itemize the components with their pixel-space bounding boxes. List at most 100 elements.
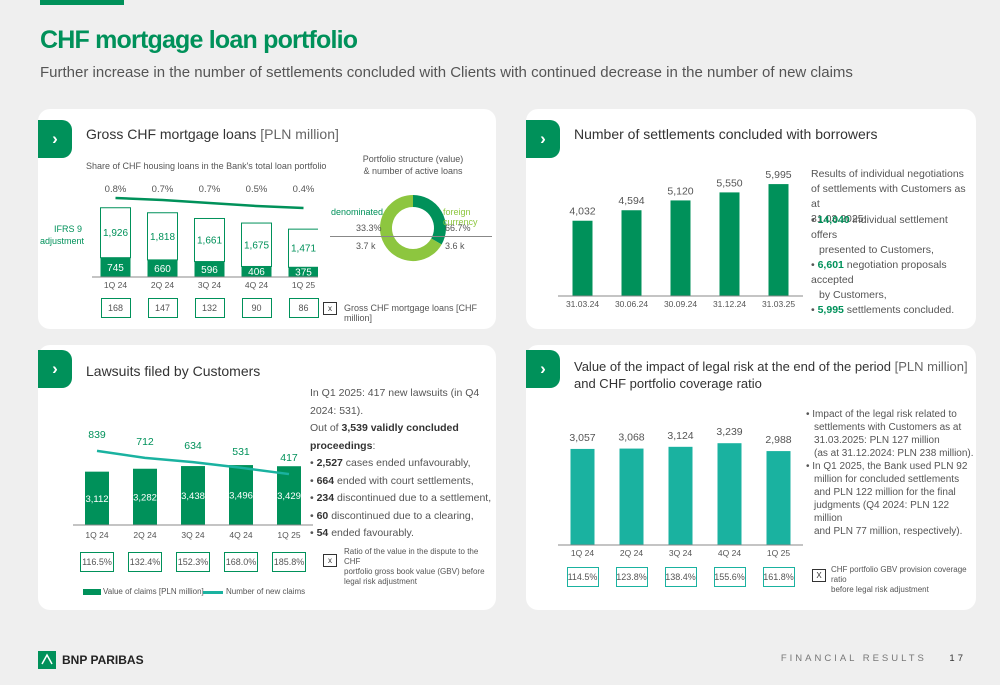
data-label: 745	[107, 263, 124, 274]
foreign-pct: 66.7%	[445, 223, 471, 233]
footer-section: FINANCIAL RESULTS	[780, 653, 927, 664]
data-label: 596	[201, 265, 218, 276]
data-label: 3,124	[667, 430, 693, 442]
settlements-bullets: • 14,040 individual settlement offers pr…	[811, 213, 976, 318]
bar	[181, 466, 205, 525]
settlements-card: › Number of settlements concluded with b…	[526, 109, 976, 329]
tick-label: 2Q 24	[620, 548, 643, 558]
pie-slice	[380, 195, 442, 261]
tick-label: 31.03.24	[566, 299, 599, 309]
share-label: 0.4%	[293, 184, 315, 195]
value-box: 90	[241, 298, 272, 318]
share-label: 0.7%	[152, 184, 174, 195]
value-box: 147	[147, 298, 178, 318]
data-label: 1,471	[291, 244, 316, 255]
tick-label: 3Q 24	[181, 530, 204, 540]
bullet-item: • In Q1 2025, the Bank used PLN 92	[806, 461, 968, 472]
data-label: 3,239	[716, 426, 742, 438]
tick-label: 1Q 25	[277, 530, 300, 540]
bar	[85, 471, 109, 525]
data-label: 1,661	[197, 236, 222, 247]
tick-label: 1Q 25	[292, 280, 315, 290]
tick-label: 30.09.24	[664, 299, 697, 309]
bar-bottom	[194, 261, 225, 277]
gross-loans-title: Gross CHF mortgage loans [PLN million]	[86, 126, 339, 142]
ifrs-label: IFRS 9 adjustment	[40, 224, 85, 246]
data-label: 406	[248, 267, 265, 278]
data-label: 1,926	[103, 228, 128, 239]
bar	[766, 451, 791, 545]
value-box: 132	[194, 298, 225, 318]
tick-label: 31.12.24	[713, 299, 746, 309]
legal-risk-title: Value of the impact of legal risk at the…	[574, 359, 968, 391]
value-box: 168.0%	[224, 552, 258, 572]
tick-label: 3Q 24	[198, 280, 221, 290]
bullet-item: • 2,527 cases ended unfavourably,	[310, 457, 471, 469]
data-label: 5,550	[716, 177, 742, 189]
denominated-count: 3.7 k	[356, 241, 376, 251]
settlements-chart: 4,032 31.03.24 4,594 30.06.24 5,120 30.09.24 5…	[558, 169, 803, 309]
bar	[619, 448, 644, 545]
value-box: 155.6%	[713, 567, 746, 587]
data-label: 2,988	[765, 434, 791, 446]
bar-top	[100, 207, 131, 259]
bar-top	[288, 228, 318, 268]
tick-label: 1Q 25	[767, 548, 790, 558]
page-number: 17	[949, 653, 966, 664]
value-box: 185.8%	[272, 552, 306, 572]
tick-label: 3Q 24	[669, 548, 692, 558]
share-label: Share of CHF housing loans in the Bank's…	[86, 161, 327, 171]
bar-bottom	[241, 266, 272, 277]
bar	[572, 220, 593, 296]
tick-label: 1Q 24	[571, 548, 594, 558]
coverage-label: CHF portfolio GBV provision coverage rat…	[831, 565, 967, 594]
tick-label: 1Q 24	[104, 280, 127, 290]
bar-top	[194, 217, 225, 263]
value-box: 132.4%	[128, 552, 162, 572]
data-label: 3,112	[85, 494, 108, 505]
bullet-item: • 14,040 individual settlement offers	[811, 214, 948, 241]
footer-brand: BNP PARIBAS	[38, 651, 144, 669]
structure-title: Portfolio structure (value) & number of …	[362, 154, 464, 176]
bar	[717, 443, 742, 545]
pie-slice	[412, 195, 446, 245]
data-label: 4,032	[569, 206, 595, 218]
chevron-right-icon: ›	[38, 120, 72, 158]
data-label: 3,068	[618, 432, 644, 444]
line-label: 712	[136, 436, 154, 448]
chf-million-label: Gross CHF mortgage loans [CHF million]	[344, 303, 478, 323]
structure-donut-chart	[380, 195, 446, 261]
share-label: 0.7%	[199, 184, 221, 195]
bar	[229, 465, 253, 525]
data-label: 5,120	[667, 185, 693, 197]
tick-label: 31.03.25	[762, 299, 795, 309]
legal-risk-chart: 3,057 1Q 24 3,068 2Q 24 3,124 3Q 24 3,239 4Q 24…	[558, 426, 803, 558]
lawsuits-title: Lawsuits filed by Customers	[86, 363, 261, 379]
data-label: 3,438	[181, 491, 205, 502]
legend-line-swatch	[203, 591, 223, 594]
bullet-item: • 54 ended favourably.	[310, 527, 414, 539]
bar-bottom	[147, 259, 178, 277]
footer-right: FINANCIAL RESULTS 17	[781, 653, 966, 664]
bar	[719, 192, 740, 296]
bnp-logo-icon	[38, 651, 56, 669]
series-line	[96, 449, 290, 476]
denominated-pct: 33.3%	[356, 223, 382, 233]
value-box: 123.8%	[615, 567, 648, 587]
data-label: 5,995	[765, 169, 791, 181]
line-label: 839	[88, 429, 106, 441]
data-label: 660	[154, 264, 171, 275]
tick-label: 4Q 24	[229, 530, 252, 540]
lawsuits-chart: 3,112 1Q 24 3,282 2Q 24 3,438 3Q 24 3,496 4Q 24…	[73, 429, 313, 540]
data-label: 3,496	[229, 491, 253, 502]
legal-risk-card: › Value of the impact of legal risk at t…	[526, 345, 976, 610]
line-label: 417	[280, 452, 298, 464]
lawsuits-card: › Lawsuits filed by Customers 3,112 1Q 24…	[38, 345, 496, 610]
tick-label: 2Q 24	[151, 280, 174, 290]
foreign-label: foreign currency	[443, 207, 478, 227]
bullet-item: • 6,601 negotiation proposals accepted	[811, 259, 947, 286]
top-accent-bar	[40, 0, 124, 5]
bullet-item: • 5,995 settlements concluded.	[811, 304, 955, 316]
bar	[621, 210, 642, 296]
value-box: 114.5%	[566, 567, 599, 587]
